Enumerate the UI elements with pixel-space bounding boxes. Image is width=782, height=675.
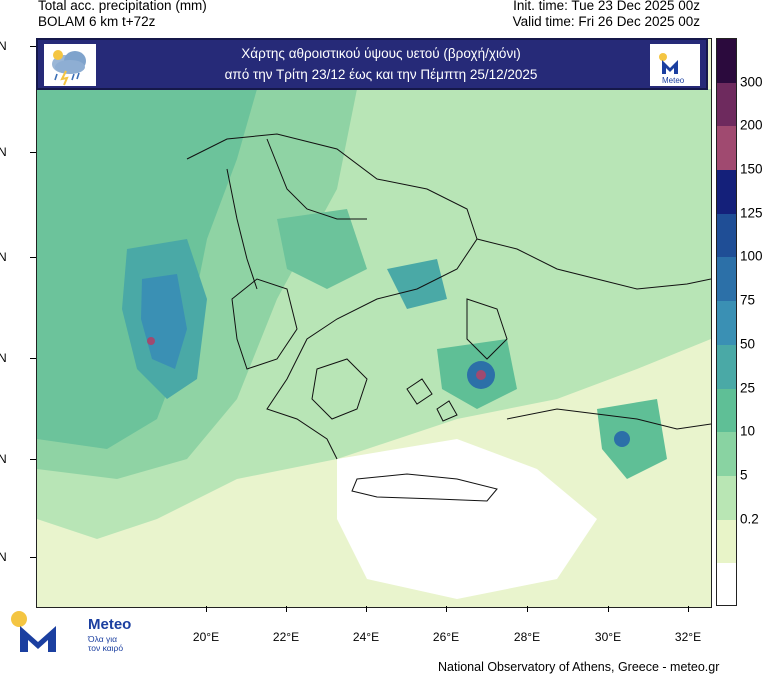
rain-cloud-lightning-icon [44, 44, 96, 86]
colorbar-segment [717, 344, 736, 390]
lon-label: 20°E [192, 630, 220, 644]
colorbar-label: 150 [740, 161, 763, 177]
colorbar-label: 0.2 [740, 511, 759, 527]
colorbar-label: 25 [740, 380, 756, 396]
colorbar-label: 200 [740, 117, 763, 133]
colorbar-segment [717, 126, 736, 172]
colorbar [716, 38, 737, 606]
precipitation-map [36, 38, 712, 608]
banner-title-line1: Χάρτης αθροιστικού ύψους υετού (βροχή/χι… [241, 46, 521, 61]
lon-tick [206, 606, 207, 612]
lon-label: 22°E [272, 630, 300, 644]
lon-label: 32°E [674, 630, 702, 644]
colorbar-segment [717, 388, 736, 434]
logo-slogan: Όλα για τον καιρό [88, 635, 123, 653]
colorbar-label: 5 [740, 467, 748, 483]
header-right: Init. time: Tue 23 Dec 2025 00z Valid ti… [513, 0, 700, 30]
lat-tick [30, 152, 36, 153]
colorbar-segment [717, 519, 736, 565]
lat-label: N [0, 550, 7, 564]
lat-tick [30, 358, 36, 359]
map-canvas [37, 39, 711, 607]
lon-tick [688, 606, 689, 612]
lat-tick [30, 557, 36, 558]
meteo-m-icon [11, 611, 56, 652]
lat-label: N [0, 351, 7, 365]
lon-label: 30°E [594, 630, 622, 644]
meteo-brand-logo: Meteo Όλα για τον καιρό [8, 608, 138, 656]
lat-label: N [0, 452, 7, 466]
lon-tick [286, 606, 287, 612]
colorbar-label: 50 [740, 336, 756, 352]
model-label: BOLAM 6 km t+72z [38, 14, 156, 29]
colorbar-segment [717, 432, 736, 477]
lon-tick [608, 606, 609, 612]
colorbar-segment [717, 170, 736, 215]
colorbar-label: 75 [740, 292, 756, 308]
meteo-logo-icon: Meteo [650, 44, 700, 86]
logo-brand-text: Meteo [88, 616, 132, 633]
colorbar-label: 10 [740, 423, 756, 439]
lon-label: 24°E [352, 630, 380, 644]
lon-tick [527, 606, 528, 612]
banner-logo-text: Meteo [662, 76, 685, 85]
lat-tick [30, 459, 36, 460]
colorbar-segment [717, 39, 736, 84]
lat-label: N [0, 145, 7, 159]
lat-label: N [0, 39, 7, 53]
logo-slogan-line1: Όλα για [88, 634, 118, 644]
init-time: Init. time: Tue 23 Dec 2025 00z [513, 0, 700, 13]
lon-label: 26°E [432, 630, 460, 644]
colorbar-label: 100 [740, 248, 763, 264]
lat-tick [30, 46, 36, 47]
lat-tick [30, 257, 36, 258]
lon-tick [366, 606, 367, 612]
colorbar-segment [717, 301, 736, 346]
logo-slogan-line2: τον καιρό [88, 643, 124, 653]
colorbar-segment [717, 257, 736, 303]
lon-tick [446, 606, 447, 612]
colorbar-segment [717, 563, 736, 605]
colorbar-segment [717, 475, 736, 521]
banner-title-line2: από την Τρίτη 23/12 έως και την Πέμπτη 2… [224, 67, 538, 82]
map-title-banner: Χάρτης αθροιστικού ύψους υετού (βροχή/χι… [36, 38, 708, 90]
valid-time: Valid time: Fri 26 Dec 2025 00z [512, 14, 700, 29]
field-title: Total acc. precipitation (mm) [38, 0, 207, 13]
colorbar-label: 300 [740, 74, 763, 90]
colorbar-segment [717, 213, 736, 259]
lon-label: 28°E [513, 630, 541, 644]
footer-credit: National Observatory of Athens, Greece -… [438, 660, 720, 674]
colorbar-segment [717, 82, 736, 128]
header-left: Total acc. precipitation (mm) BOLAM 6 km… [38, 0, 207, 30]
colorbar-label: 125 [740, 205, 763, 221]
lat-label: N [0, 250, 7, 264]
